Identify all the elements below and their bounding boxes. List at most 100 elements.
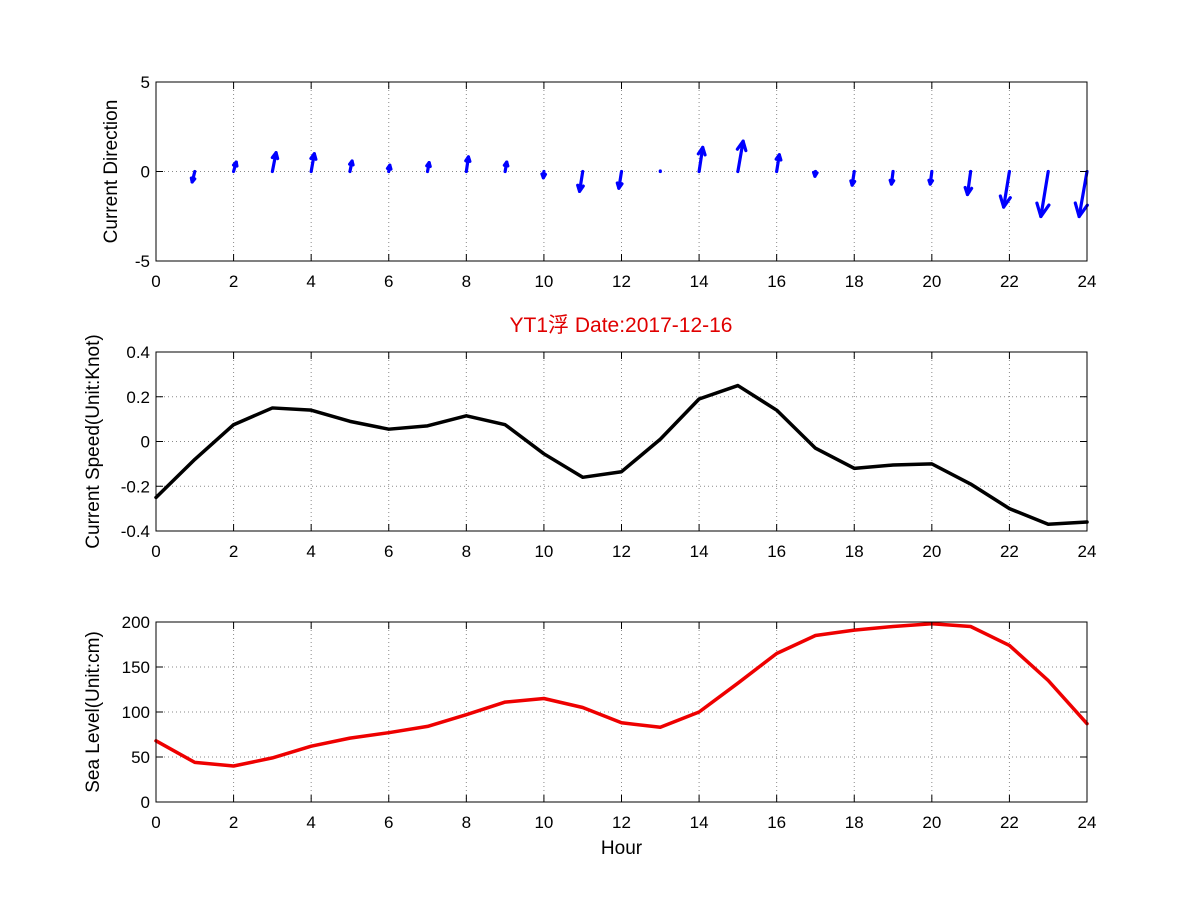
arrow-head bbox=[425, 160, 432, 169]
x-tick-label: 10 bbox=[534, 272, 553, 291]
y-tick-label: -0.4 bbox=[121, 522, 150, 541]
x-tick-label: 12 bbox=[612, 272, 631, 291]
current-arrow bbox=[425, 160, 432, 174]
arrow-head bbox=[502, 160, 510, 168]
x-tick-label: 24 bbox=[1078, 272, 1097, 291]
y-tick-label: -5 bbox=[135, 252, 150, 271]
current-speed-panel: 0 2 4 6 8 10 12 14 16 18 20 22 24-0.4-0.200.20.4Curr… bbox=[83, 334, 1096, 561]
arrow-head bbox=[963, 185, 974, 197]
arrow-head bbox=[540, 172, 548, 180]
x-tick-label: 22 bbox=[1000, 272, 1019, 291]
current-arrow bbox=[231, 160, 239, 174]
y-tick-label: -0.2 bbox=[121, 477, 150, 496]
arrow-head bbox=[849, 179, 857, 187]
x-tick-label: 20 bbox=[922, 813, 941, 832]
current-arrow bbox=[998, 169, 1012, 209]
arrow-head bbox=[385, 163, 393, 171]
x-tick-label: 20 bbox=[922, 542, 941, 561]
current-arrow bbox=[963, 169, 974, 197]
x-tick-label: 0 bbox=[151, 272, 160, 291]
y-axis-label: Current Direction bbox=[101, 100, 122, 244]
arrow-head bbox=[348, 159, 355, 167]
y-tick-label: 0 bbox=[141, 163, 150, 182]
arrow-head bbox=[270, 151, 280, 161]
y-tick-label: 0 bbox=[141, 793, 150, 812]
current-arrow bbox=[270, 151, 280, 174]
current-arrow bbox=[696, 145, 707, 174]
arrow-shaft bbox=[1039, 169, 1050, 219]
x-tick-label: 18 bbox=[845, 813, 864, 832]
current-arrow bbox=[576, 169, 585, 193]
arrow-head bbox=[464, 155, 472, 163]
current-arrow bbox=[189, 169, 197, 184]
x-tick-label: 14 bbox=[690, 813, 709, 832]
figure-title: YT1浮 Date:2017-12-16 bbox=[510, 314, 733, 337]
y-tick-label: 0 bbox=[141, 433, 150, 452]
x-axis-label: Hour bbox=[601, 838, 643, 859]
arrow-shaft bbox=[1077, 169, 1089, 219]
x-tick-label: 16 bbox=[767, 813, 786, 832]
arrow-head bbox=[1073, 201, 1089, 219]
x-tick-label: 16 bbox=[767, 542, 786, 561]
current-arrow bbox=[849, 169, 857, 187]
arrow-head bbox=[189, 176, 197, 184]
arrow-head bbox=[1035, 201, 1051, 219]
current-arrow bbox=[735, 139, 748, 174]
y-tick-label: 50 bbox=[131, 748, 150, 767]
current-arrow bbox=[464, 155, 472, 174]
arrow-head bbox=[812, 170, 819, 178]
y-tick-label: 0.2 bbox=[126, 388, 150, 407]
x-tick-label: 0 bbox=[151, 813, 160, 832]
y-tick-label: 5 bbox=[141, 73, 150, 92]
arrow-shaft bbox=[736, 139, 745, 174]
y-axis-label: Sea Level(Unit:cm) bbox=[83, 631, 104, 793]
arrow-shaft bbox=[965, 169, 973, 197]
x-tick-label: 14 bbox=[690, 272, 709, 291]
current-arrow bbox=[774, 153, 783, 174]
x-tick-label: 14 bbox=[690, 542, 709, 561]
y-tick-label: 200 bbox=[122, 613, 150, 632]
x-tick-label: 12 bbox=[612, 813, 631, 832]
arrow-head bbox=[696, 145, 707, 157]
x-tick-label: 6 bbox=[384, 813, 393, 832]
x-tick-label: 8 bbox=[462, 272, 471, 291]
x-tick-label: 16 bbox=[767, 272, 786, 291]
x-tick-label: 12 bbox=[612, 542, 631, 561]
x-tick-label: 24 bbox=[1078, 542, 1097, 561]
arrow-head bbox=[615, 181, 624, 190]
x-tick-label: 20 bbox=[922, 272, 941, 291]
arrow-shaft bbox=[697, 145, 705, 174]
arrow-head bbox=[998, 194, 1012, 209]
x-tick-label: 2 bbox=[229, 542, 238, 561]
plot-area bbox=[156, 622, 1087, 802]
y-axis-label: Current Speed(Unit:Knot) bbox=[83, 334, 104, 548]
y-tick-label: 150 bbox=[122, 658, 150, 677]
arrow-head bbox=[888, 178, 896, 186]
current-arrow bbox=[888, 169, 896, 186]
arrow-head bbox=[309, 152, 318, 161]
current-arrow bbox=[812, 169, 819, 178]
x-tick-label: 2 bbox=[229, 272, 238, 291]
current-arrow bbox=[1035, 169, 1051, 219]
plot-area bbox=[156, 352, 1087, 531]
current-arrow bbox=[309, 152, 318, 174]
current-arrow bbox=[540, 169, 548, 180]
x-tick-label: 2 bbox=[229, 813, 238, 832]
x-tick-label: 10 bbox=[534, 542, 553, 561]
arrow-shaft bbox=[1002, 169, 1012, 209]
current-arrow bbox=[1073, 169, 1089, 219]
x-tick-label: 10 bbox=[534, 813, 553, 832]
current-arrow bbox=[348, 159, 355, 174]
x-tick-label: 0 bbox=[151, 542, 160, 561]
arrow-head bbox=[774, 153, 783, 162]
current-arrow bbox=[615, 169, 624, 190]
current-arrow bbox=[927, 169, 935, 186]
y-tick-label: 100 bbox=[122, 703, 150, 722]
x-tick-label: 24 bbox=[1078, 813, 1097, 832]
x-tick-label: 18 bbox=[845, 542, 864, 561]
x-tick-label: 8 bbox=[462, 813, 471, 832]
arrow-head bbox=[927, 178, 935, 186]
arrow-head bbox=[231, 160, 239, 168]
